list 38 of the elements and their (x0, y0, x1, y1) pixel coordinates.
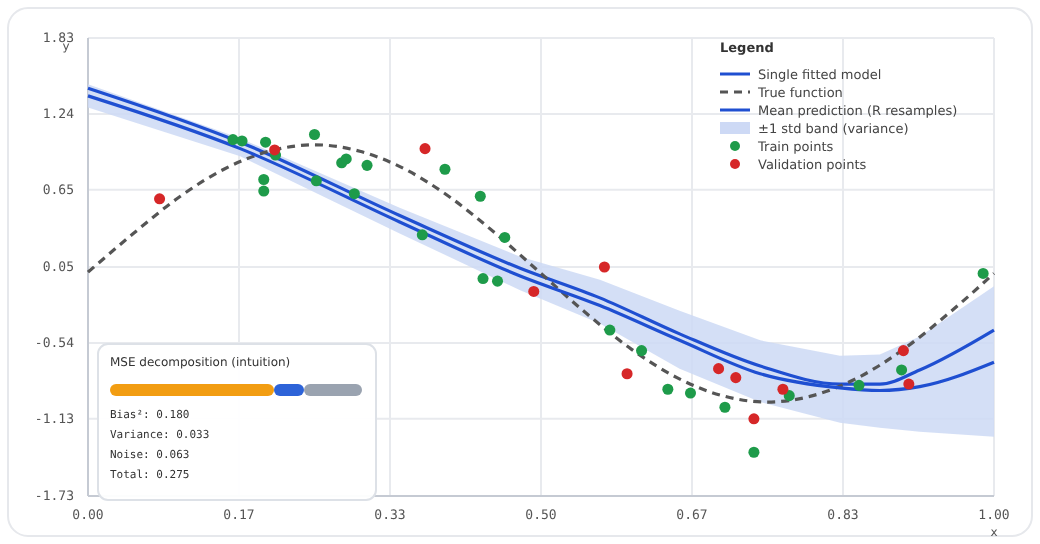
point (621, 368, 633, 380)
point (662, 383, 674, 395)
point (227, 134, 239, 146)
point (439, 163, 451, 175)
point (684, 387, 697, 399)
point (477, 273, 489, 285)
point (269, 144, 281, 156)
point (977, 267, 989, 279)
line-series (86, 143, 996, 404)
point (258, 185, 270, 197)
point (783, 390, 795, 402)
point (308, 128, 321, 141)
point (416, 229, 428, 241)
point (748, 446, 760, 458)
point (474, 190, 486, 202)
point (528, 285, 540, 297)
point (604, 324, 616, 336)
point (258, 174, 270, 186)
point (499, 231, 511, 243)
point (713, 363, 725, 375)
point (491, 275, 504, 287)
point (154, 193, 166, 205)
point (361, 159, 373, 171)
point (748, 413, 760, 425)
point (348, 188, 360, 200)
point (310, 175, 322, 187)
point (777, 383, 789, 395)
point (903, 378, 915, 390)
point (260, 136, 272, 148)
point (719, 401, 731, 413)
point (730, 372, 742, 384)
point (897, 345, 909, 357)
point (636, 345, 648, 357)
point (853, 379, 865, 391)
point (236, 135, 248, 147)
point (598, 261, 610, 273)
point (896, 364, 908, 376)
point (419, 143, 431, 155)
